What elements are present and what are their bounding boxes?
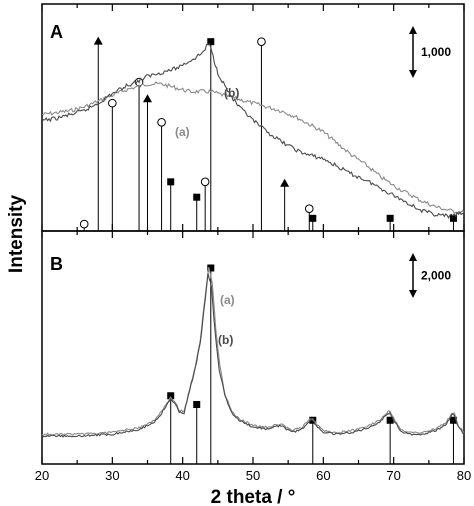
x-tick-label: 80 xyxy=(457,468,471,483)
reference-square-marker xyxy=(449,416,457,424)
x-tick-label: 40 xyxy=(175,468,189,483)
x-tick-label: 70 xyxy=(386,468,400,483)
series-line-b xyxy=(41,273,465,438)
panel-a-scale-bar: 1,000 xyxy=(409,26,451,78)
reference-square-marker xyxy=(309,214,317,222)
panel-b-series xyxy=(41,267,465,438)
scale-bar-arrow-down xyxy=(409,70,417,78)
panel-b-letter: B xyxy=(50,254,63,274)
reference-square-marker xyxy=(167,392,175,400)
panel-a: A 1,000 (a) (b) xyxy=(41,3,465,232)
y-axis-title: Intensity xyxy=(6,195,27,274)
reference-circle-marker xyxy=(200,177,210,187)
x-tick-label: 30 xyxy=(105,468,119,483)
scale-bar-label: 2,000 xyxy=(421,269,451,283)
panel-b-curve-label-a: (a) xyxy=(220,293,235,307)
reference-triangle-marker xyxy=(143,94,152,103)
reference-square-marker xyxy=(207,38,215,46)
x-tick-label: 20 xyxy=(35,468,49,483)
panel-b-curve-label-b: (b) xyxy=(218,333,233,347)
reference-square-marker xyxy=(167,178,175,186)
reference-square-marker xyxy=(386,214,394,222)
panel-b-reference-markers xyxy=(167,264,457,464)
reference-circle-marker xyxy=(79,219,89,229)
series-line-a xyxy=(41,267,465,436)
scale-bar-label: 1,000 xyxy=(421,45,451,59)
reference-square-marker xyxy=(386,416,394,424)
panel-a-curve-label-b: (b) xyxy=(224,86,239,100)
panel-b-scale-bar: 2,000 xyxy=(409,253,451,298)
reference-circle-marker xyxy=(304,204,314,214)
x-tick-labels: 20 30 40 50 60 70 80 xyxy=(35,468,471,483)
series-line-a xyxy=(41,81,465,215)
panel-a-frame xyxy=(41,3,465,232)
panel-b-ticks xyxy=(41,231,465,464)
series-line-b xyxy=(41,43,465,219)
x-tick-label: 50 xyxy=(246,468,260,483)
scale-bar-arrow-up xyxy=(409,253,417,261)
panel-b: B 2,000 (a) (b) xyxy=(41,230,465,465)
x-tick-label: 60 xyxy=(316,468,330,483)
scale-bar-arrow-down xyxy=(409,290,417,298)
reference-triangle-marker xyxy=(280,178,290,187)
reference-square-marker xyxy=(193,193,201,201)
reference-square-marker xyxy=(449,214,457,222)
scale-bar-arrow-up xyxy=(409,26,417,34)
reference-circle-marker xyxy=(157,118,166,127)
reference-triangle-marker xyxy=(93,36,103,45)
reference-square-marker xyxy=(207,264,215,272)
panel-a-curve-label-a: (a) xyxy=(175,125,190,139)
reference-circle-marker xyxy=(108,98,117,108)
panel-a-letter: A xyxy=(50,22,63,42)
reference-circle-marker xyxy=(257,37,266,46)
x-axis-title: 2 theta / ° xyxy=(211,487,296,506)
panel-a-ticks xyxy=(41,4,465,231)
panel-a-reference-markers xyxy=(79,36,457,231)
panel-a-series xyxy=(41,43,465,219)
reference-square-marker xyxy=(193,401,201,408)
